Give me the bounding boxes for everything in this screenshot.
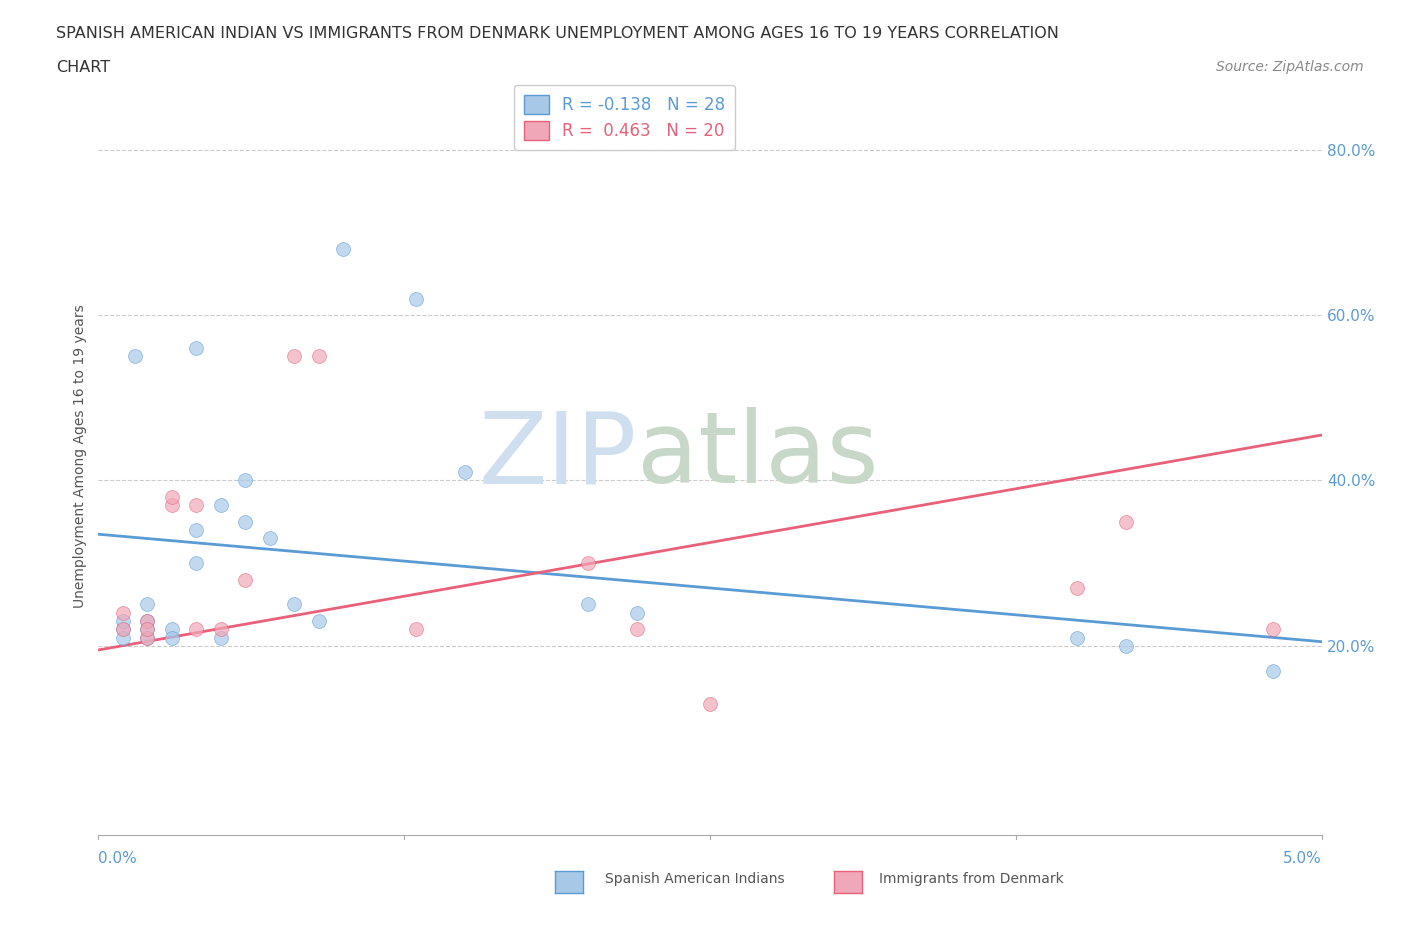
Point	[111, 605, 134, 620]
Point	[626, 605, 648, 620]
Point	[1115, 514, 1137, 529]
Text: ZIP: ZIP	[478, 407, 637, 504]
Point	[209, 631, 232, 645]
Point	[186, 340, 208, 355]
Point	[160, 489, 183, 504]
Point	[626, 622, 648, 637]
Text: Spanish American Indians: Spanish American Indians	[605, 871, 785, 886]
Point	[111, 631, 134, 645]
Point	[576, 556, 599, 571]
Point	[1261, 622, 1284, 637]
Point	[136, 614, 159, 629]
Point	[160, 622, 183, 637]
Point	[699, 697, 721, 711]
Point	[283, 597, 305, 612]
Point	[454, 465, 477, 480]
Text: atlas: atlas	[637, 407, 879, 504]
Text: Immigrants from Denmark: Immigrants from Denmark	[879, 871, 1063, 886]
Text: SPANISH AMERICAN INDIAN VS IMMIGRANTS FROM DENMARK UNEMPLOYMENT AMONG AGES 16 TO: SPANISH AMERICAN INDIAN VS IMMIGRANTS FR…	[56, 26, 1059, 41]
Point	[1066, 631, 1088, 645]
Point	[283, 349, 305, 364]
Point	[111, 614, 134, 629]
Text: Source: ZipAtlas.com: Source: ZipAtlas.com	[1216, 60, 1364, 74]
Point	[1066, 580, 1088, 595]
Point	[405, 291, 427, 306]
Point	[259, 531, 281, 546]
Point	[124, 349, 146, 364]
Point	[160, 498, 183, 512]
Point	[111, 622, 134, 637]
Point	[576, 597, 599, 612]
Point	[405, 622, 427, 637]
Point	[160, 631, 183, 645]
Point	[111, 622, 134, 637]
Point	[186, 523, 208, 538]
Point	[136, 597, 159, 612]
Point	[186, 622, 208, 637]
Text: 0.0%: 0.0%	[98, 851, 138, 866]
Y-axis label: Unemployment Among Ages 16 to 19 years: Unemployment Among Ages 16 to 19 years	[73, 304, 87, 607]
Point	[209, 622, 232, 637]
Text: CHART: CHART	[56, 60, 110, 75]
Point	[1115, 638, 1137, 653]
Point	[209, 498, 232, 512]
Point	[308, 349, 330, 364]
Point	[136, 614, 159, 629]
Point	[186, 556, 208, 571]
Point	[136, 631, 159, 645]
Point	[1261, 663, 1284, 678]
Point	[136, 622, 159, 637]
Legend: R = -0.138   N = 28, R =  0.463   N = 20: R = -0.138 N = 28, R = 0.463 N = 20	[513, 85, 735, 150]
Point	[186, 498, 208, 512]
Point	[233, 473, 256, 488]
Point	[233, 514, 256, 529]
Point	[136, 631, 159, 645]
Point	[308, 614, 330, 629]
Point	[136, 622, 159, 637]
Point	[233, 572, 256, 587]
Point	[332, 242, 354, 257]
Text: 5.0%: 5.0%	[1282, 851, 1322, 866]
